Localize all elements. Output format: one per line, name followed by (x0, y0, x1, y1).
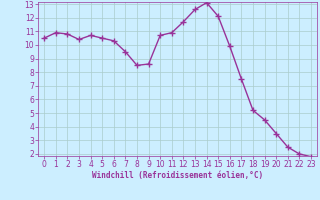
X-axis label: Windchill (Refroidissement éolien,°C): Windchill (Refroidissement éolien,°C) (92, 171, 263, 180)
